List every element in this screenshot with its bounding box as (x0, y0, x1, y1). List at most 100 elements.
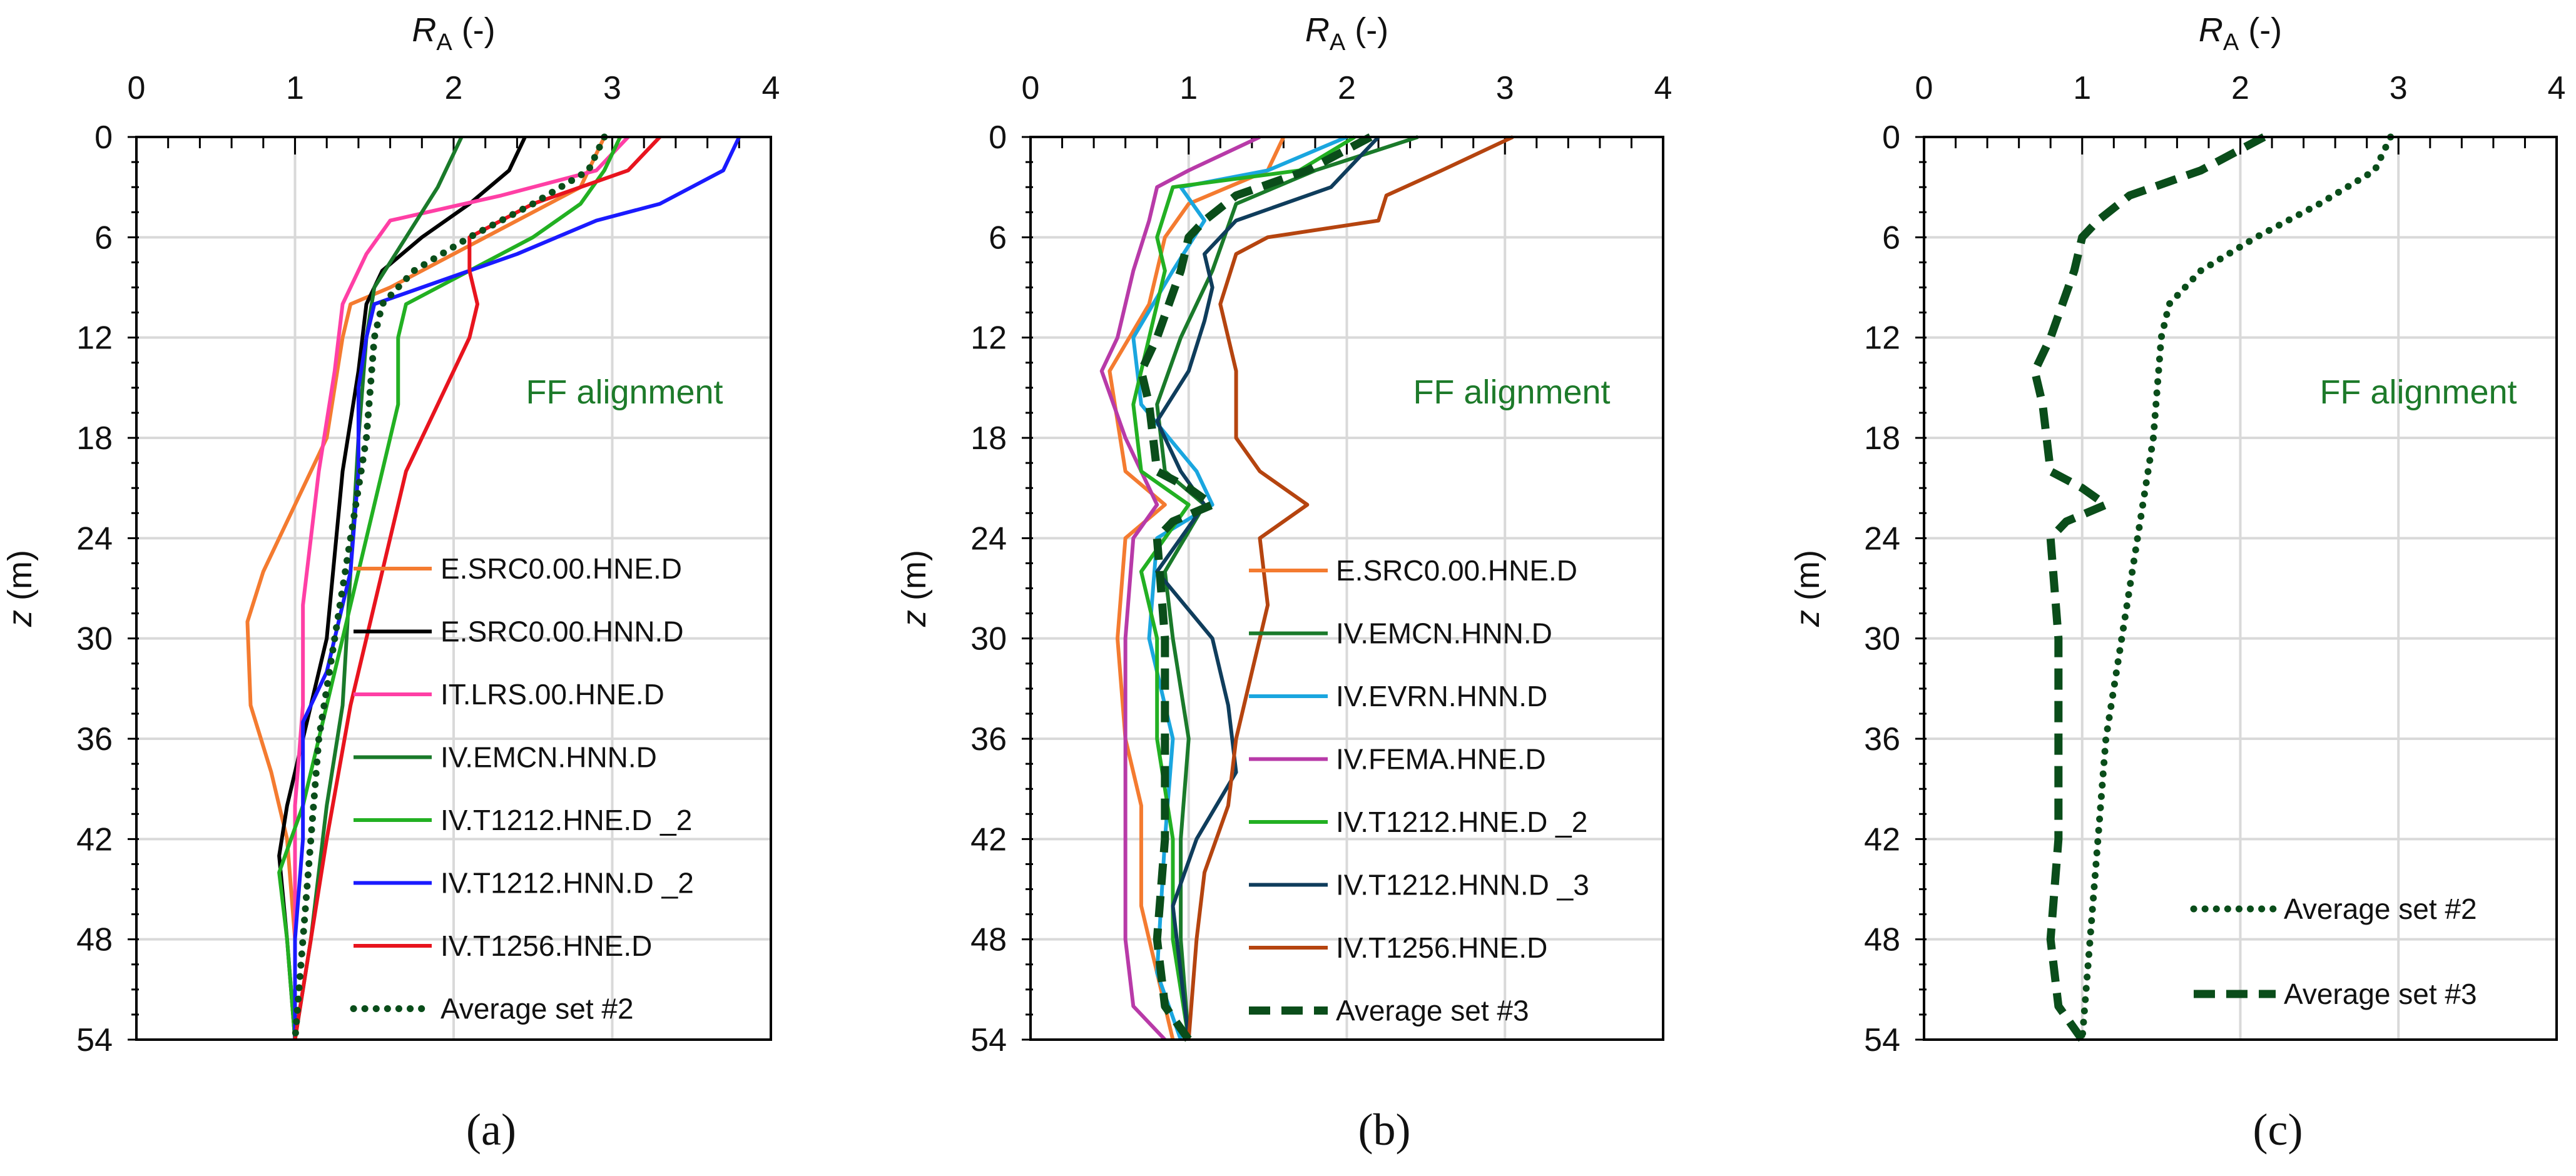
x-axis-title-symbol: R (412, 11, 436, 49)
series-line-average-set-2 (292, 133, 608, 1043)
legend-label: E.SRC0.00.HNE.D (440, 552, 682, 585)
x-tick-label: 4 (1654, 70, 1672, 106)
y-tick-label: 42 (1864, 821, 1900, 858)
legend-item: IV.EMCN.HNN.D (1249, 617, 1552, 650)
y-tick-label: 24 (970, 520, 1007, 557)
y-tick-label: 6 (989, 220, 1007, 256)
y-tick-label: 30 (970, 621, 1007, 657)
x-tick-label: 1 (2073, 70, 2091, 106)
plot-frame (1029, 136, 1664, 1041)
x-tick-label: 0 (1022, 70, 1040, 106)
y-tick-label: 24 (76, 520, 113, 557)
legend-item: E.SRC0.00.HNE.D (354, 552, 682, 585)
x-tick-label: 0 (128, 70, 146, 106)
series-line-iv-t1256-hne-d (1186, 135, 1514, 1040)
y-axis-title: z (m) (1, 550, 39, 627)
y-tick-label: 0 (94, 119, 113, 156)
y-axis-title-unit: (m) (1789, 550, 1826, 610)
legend-label: IV.EMCN.HNN.D (440, 741, 657, 774)
legend: E.SRC0.00.HNE.D E.SRC0.00.HNN.D IT.LRS.00.… (350, 552, 694, 1025)
y-tick-label: 12 (1864, 320, 1900, 357)
x-axis-title-unit: (-) (2239, 11, 2282, 49)
x-tick-label: 2 (1338, 70, 1356, 106)
legend-label: IV.T1212.HNE.D _2 (1336, 806, 1587, 838)
x-axis-title-subscript: A (436, 29, 452, 56)
legend-item: IT.LRS.00.HNE.D (354, 678, 664, 711)
y-tick-label: 18 (970, 420, 1007, 457)
series-line-average-set-3 (1137, 133, 1373, 1042)
y-axis-title-symbol: z (1789, 610, 1826, 627)
legend-label: IV.T1256.HNE.D (1336, 931, 1547, 964)
y-tick-label: 36 (1864, 721, 1900, 758)
legend-item: Average set #2 (2190, 893, 2477, 925)
legend-item: IV.FEMA.HNE.D (1249, 743, 1546, 776)
annotation-ff-alignment: FF alignment (526, 373, 723, 411)
legend-item: IV.T1256.HNE.D (1249, 931, 1547, 964)
legend-item: IV.T1212.HNE.D _2 (1249, 806, 1587, 838)
legend-label: IV.EMCN.HNN.D (1336, 617, 1552, 650)
x-tick-label: 2 (2231, 70, 2249, 106)
series-line-iv-emcn-hnn-d (1155, 135, 1419, 1040)
y-tick-label: 6 (1882, 220, 1900, 256)
series-line-e-src0-00-hne-d (1107, 136, 1286, 1040)
legend-item: Average set #2 (350, 993, 634, 1025)
x-tick-label: 1 (286, 70, 304, 106)
x-axis-title: RA (-) (2199, 11, 2282, 56)
y-tick-label: 48 (970, 922, 1007, 958)
x-axis-title-symbol: R (2199, 11, 2223, 49)
y-tick-label: 6 (94, 220, 113, 256)
y-tick-label: 18 (1864, 420, 1900, 457)
y-axis-title-symbol: z (895, 610, 933, 627)
x-axis-title-subscript: A (1330, 29, 1346, 56)
plot-frame (135, 136, 772, 1041)
legend-item: Average set #3 (1249, 995, 1529, 1027)
series-line-iv-t1212-hnn-d-3 (1155, 135, 1380, 1040)
y-tick-label: 30 (1864, 621, 1900, 657)
x-axis-title-unit: (-) (1345, 11, 1388, 49)
y-tick-label: 42 (76, 821, 113, 858)
y-tick-label: 48 (1864, 922, 1900, 958)
series-line-it-lrs-00-hne-d (293, 135, 630, 1040)
legend-label: IV.T1212.HNE.D _2 (440, 804, 692, 836)
plot-frame (1923, 136, 2558, 1041)
x-axis-title: RA (-) (1305, 11, 1388, 56)
annotation-ff-alignment: FF alignment (1413, 373, 1610, 411)
legend-item: IV.EMCN.HNN.D (354, 741, 657, 774)
legend-label: Average set #3 (2284, 978, 2477, 1010)
legend-label: E.SRC0.00.HNN.D (440, 616, 684, 648)
x-tick-label: 1 (1179, 70, 1198, 106)
y-tick-label: 18 (76, 420, 113, 457)
legend: E.SRC0.00.HNE.D IV.EMCN.HNN.D IV.EVRN.HNN.… (1249, 554, 1589, 1027)
legend-item: IV.T1212.HNN.D _2 (354, 867, 694, 900)
legend-label: E.SRC0.00.HNE.D (1336, 554, 1577, 587)
legend-label: IV.T1212.HNN.D _2 (440, 867, 694, 900)
y-tick-label: 36 (76, 721, 113, 758)
y-axis-title: z (m) (1789, 550, 1826, 627)
series-line-average-set-2 (2079, 133, 2395, 1043)
legend-label: Average set #3 (1336, 995, 1529, 1027)
y-tick-label: 42 (970, 821, 1007, 858)
legend: Average set #2 Average set #3 (2190, 893, 2477, 1010)
legend-item: Average set #3 (2194, 978, 2477, 1010)
x-axis-title-subscript: A (2223, 29, 2239, 56)
x-tick-label: 0 (1915, 70, 1933, 106)
series-line-e-src0-00-hne-d (245, 136, 606, 1040)
y-tick-label: 12 (970, 320, 1007, 357)
series-line-iv-t1212-hne-d-2 (277, 136, 622, 1040)
panel-label: (a) (466, 1105, 516, 1155)
legend-label: Average set #2 (2284, 893, 2477, 925)
x-axis-title-symbol: R (1305, 11, 1330, 49)
y-tick-label: 48 (76, 922, 113, 958)
y-axis-title-unit: (m) (895, 550, 933, 610)
legend-item: IV.EVRN.HNN.D (1249, 680, 1547, 712)
y-tick-label: 54 (970, 1022, 1007, 1058)
panel-label: (c) (2253, 1105, 2303, 1155)
y-axis-title-symbol: z (1, 610, 39, 627)
x-axis-title: RA (-) (412, 11, 495, 56)
x-tick-label: 4 (762, 70, 780, 106)
legend-label: IV.EVRN.HNN.D (1336, 680, 1547, 712)
